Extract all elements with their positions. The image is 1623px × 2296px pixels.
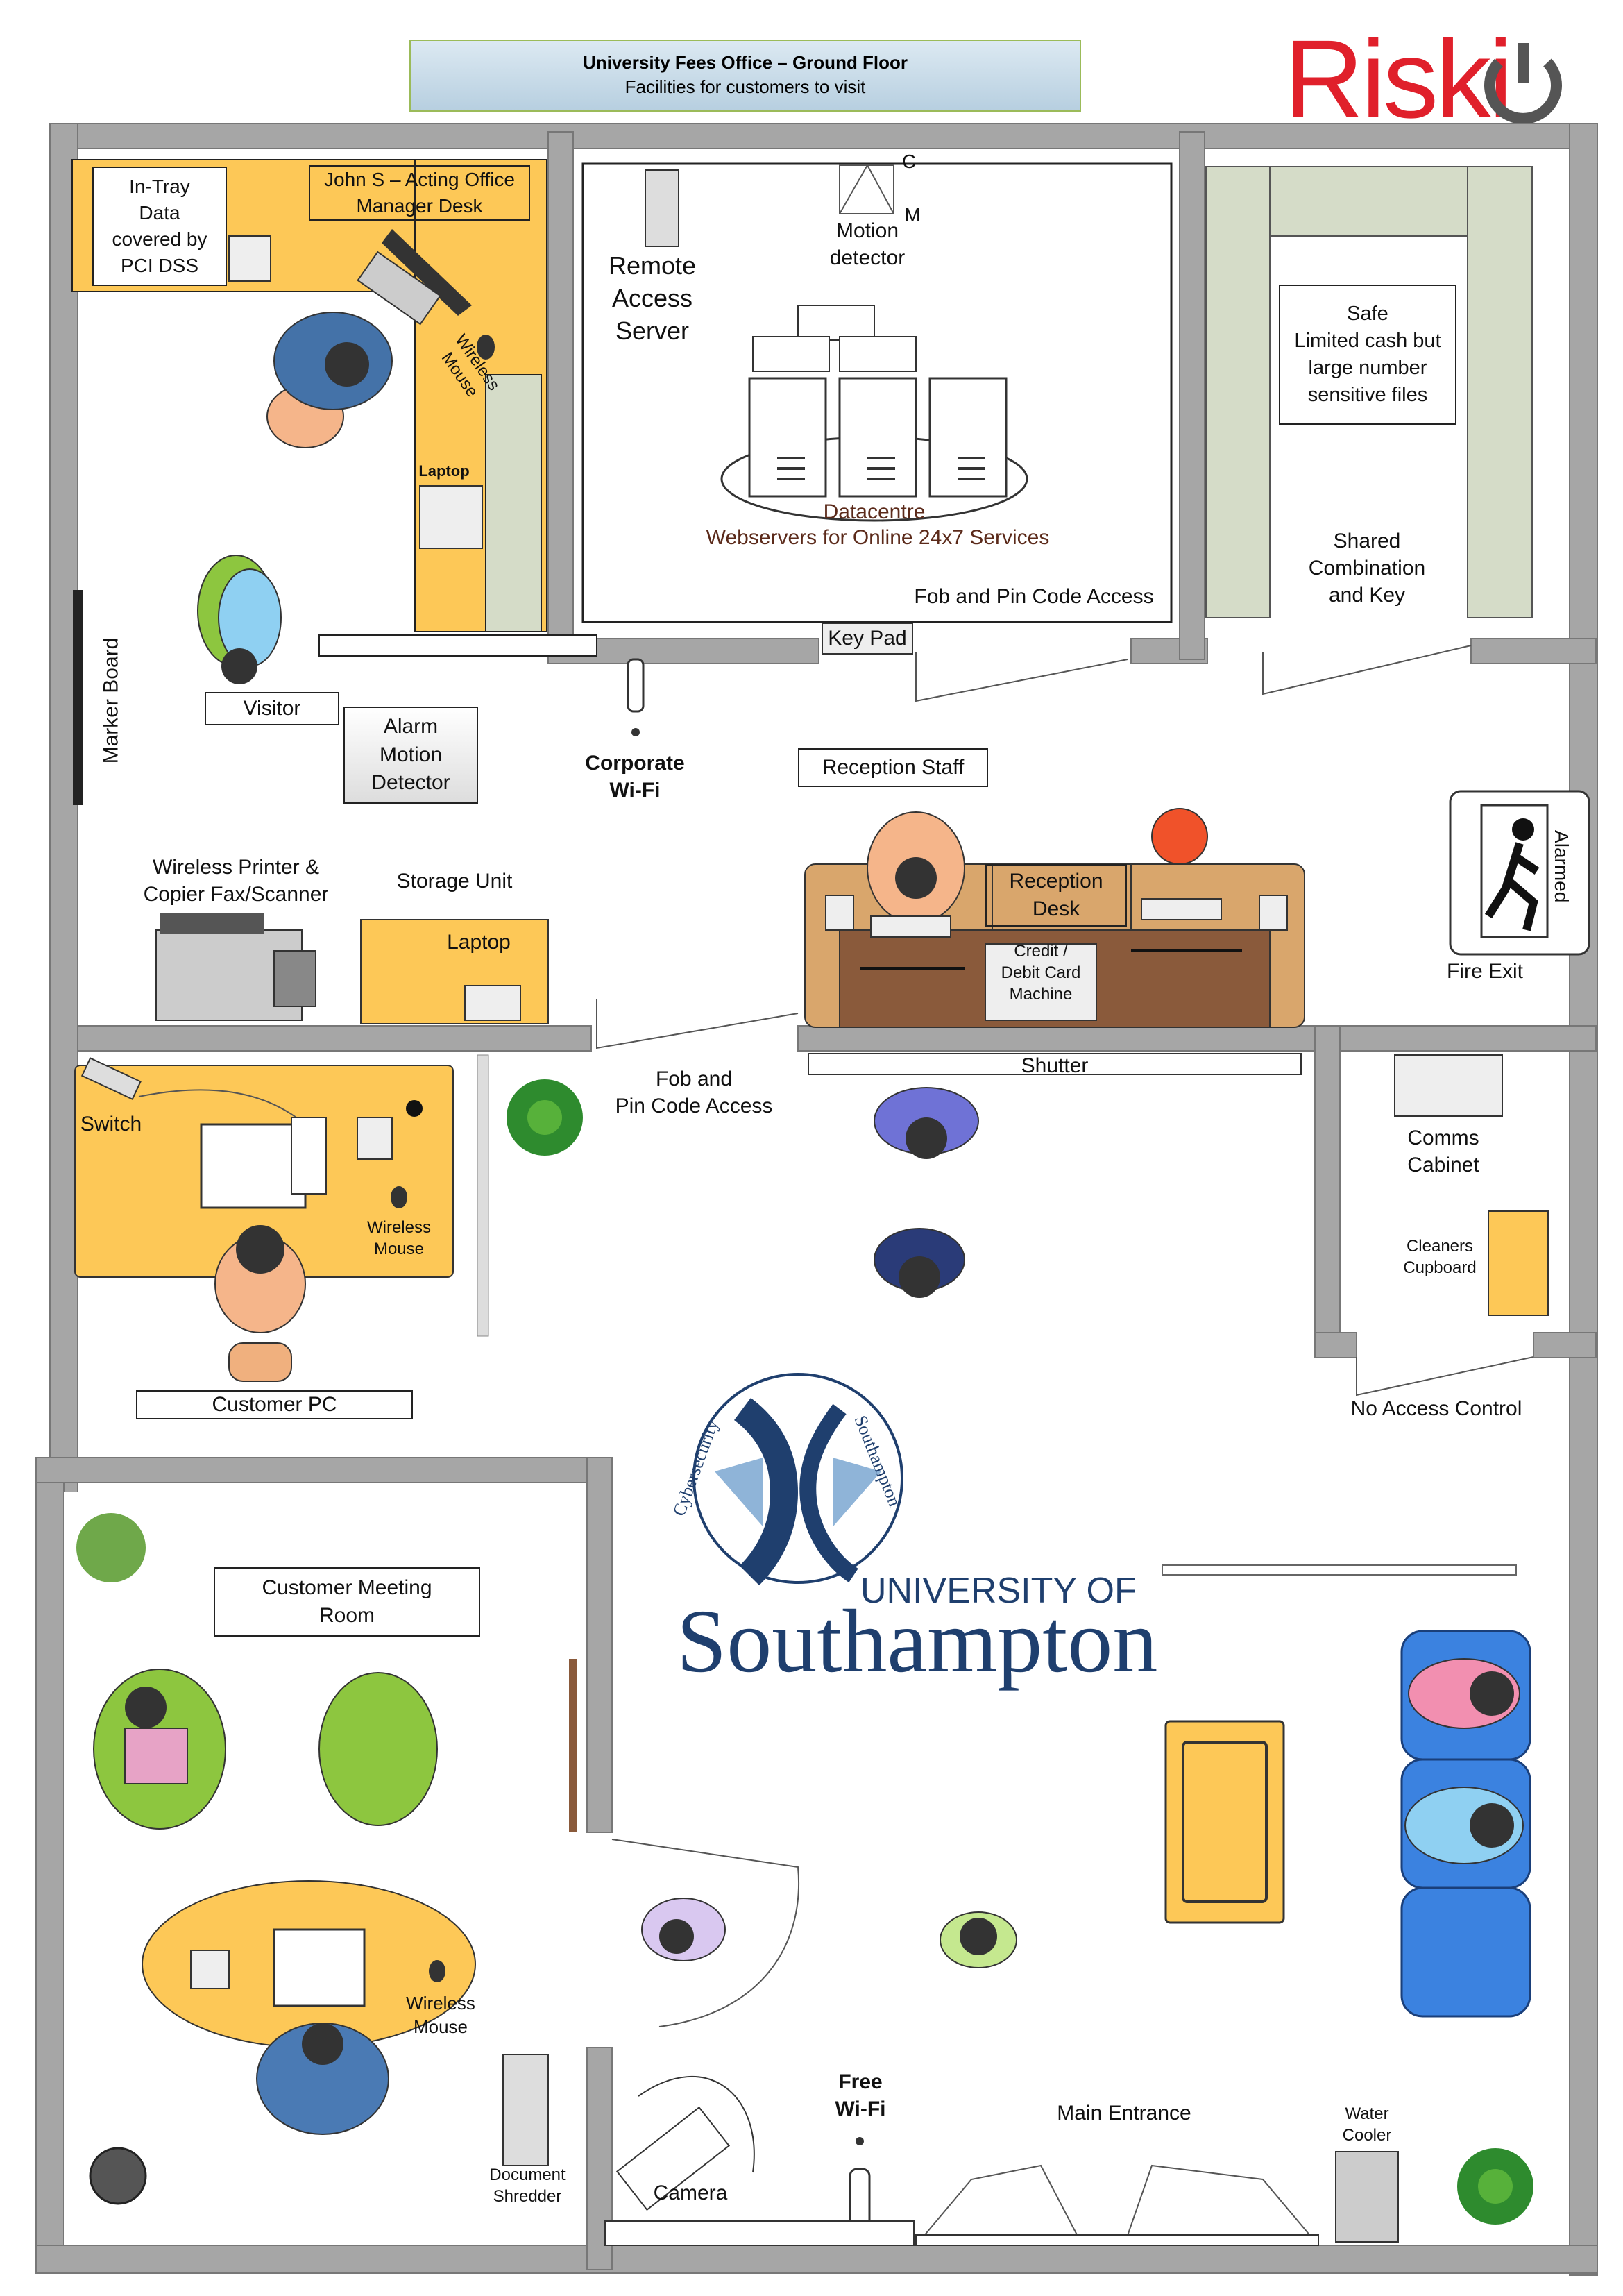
storage-unit-label: Storage Unit	[396, 870, 513, 893]
storage-laptop-label: Laptop	[447, 931, 511, 954]
right-wall	[1569, 123, 1598, 2276]
cm-c-label: C	[901, 151, 917, 172]
mid-wall-left	[77, 1025, 592, 1052]
remote-access-server-label: Remote Access Server	[608, 251, 697, 345]
corporate-wifi-label: Corporate Wi-Fi	[585, 752, 685, 802]
reception-staff-label: Reception Staff	[798, 748, 988, 787]
reception-desk-label: Reception Desk	[985, 864, 1127, 927]
cm-m-label: M	[904, 204, 921, 226]
bottom-wall	[35, 2245, 1598, 2274]
top-wall	[49, 123, 1598, 149]
datacentre-label: Datacentre	[823, 500, 926, 523]
mid-wall-right	[797, 1025, 1597, 1052]
marker-board-label: Marker Board	[99, 637, 123, 764]
customer-pc-label: Customer PC	[136, 1390, 413, 1419]
alarmed-label: Alarmed	[1551, 830, 1573, 903]
meeting-room-label: Customer Meeting Room	[214, 1567, 480, 1637]
fire-exit-label: Fire Exit	[1446, 960, 1523, 983]
southampton-text: Southampton	[677, 1592, 1158, 1691]
cleaners-cupboard-label: Cleaners Cupboard	[1403, 1237, 1477, 1278]
manager-desk-label: John S – Acting Office Manager Desk	[309, 165, 530, 221]
water-cooler-label: Water Cooler	[1342, 2104, 1392, 2145]
shutter-label: Shutter	[1021, 1054, 1089, 1077]
webservers-label: Webservers for Online 24x7 Services	[706, 526, 1050, 549]
card-machine-label: Credit / Debit Card Machine	[1001, 942, 1081, 1004]
comms-left-wall	[1314, 1025, 1341, 1353]
power-icon	[1484, 43, 1562, 124]
fob-pin-top-label: Fob and Pin Code Access	[914, 585, 1154, 608]
left-wall-lower	[35, 1457, 65, 2270]
visitor-label: Visitor	[205, 692, 339, 725]
in-tray-label: In-Tray Data covered by PCI DSS	[92, 167, 227, 286]
meeting-room-top-wall	[35, 1457, 613, 1483]
diagram-title-box: University Fees Office – Ground Floor Fa…	[409, 40, 1081, 112]
key-pad-label: Key Pad	[828, 627, 907, 650]
motion-detector-label: Motion detector	[829, 219, 906, 269]
alarm-motion-detector-label: Alarm Motion Detector	[343, 707, 478, 804]
free-wifi-label: Free Wi-Fi	[835, 2070, 886, 2120]
safe-label: Safe Limited cash but large number sensi…	[1279, 285, 1456, 425]
left-wall-upper	[49, 123, 78, 1582]
university-of-text: UNIVERSITY OF	[860, 1571, 1137, 1611]
document-shredder-label: Document Shredder	[489, 2166, 566, 2206]
main-entrance-label: Main Entrance	[1057, 2102, 1191, 2125]
fob-pin-mid-label: Fob and Pin Code Access	[615, 1067, 773, 1117]
datacentre-left-wall	[547, 131, 574, 660]
comms-cabinet-label: Comms Cabinet	[1407, 1126, 1479, 1176]
title-line-1: University Fees Office – Ground Floor	[582, 52, 908, 73]
switch-label: Switch	[80, 1113, 142, 1136]
university-crest	[692, 1373, 903, 1586]
title-line-2: Facilities for customers to visit	[624, 76, 866, 97]
riskio-logo: Riski	[1284, 15, 1513, 143]
pc-mouse-label: Wireless Mouse	[366, 1218, 431, 1259]
shared-combination-label: Shared Combination and Key	[1308, 530, 1426, 607]
printer-label: Wireless Printer & Copier Fax/Scanner	[143, 856, 329, 906]
camera-label: Camera	[653, 2181, 728, 2204]
meeting-mouse-label: Wireless Mouse	[406, 1993, 475, 2037]
no-access-control-label: No Access Control	[1350, 1397, 1522, 1420]
safe-room-left-wall	[1179, 131, 1205, 660]
laptop-small-label: Laptop	[418, 462, 470, 480]
logo-text: Riski	[1284, 17, 1513, 141]
